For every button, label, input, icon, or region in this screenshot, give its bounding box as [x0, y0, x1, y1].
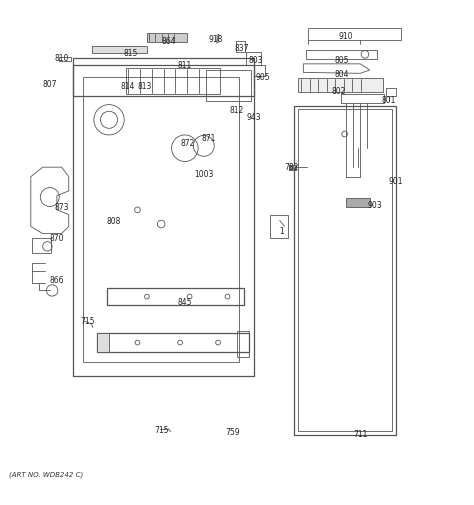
Bar	[32, 238, 51, 252]
Bar	[289, 165, 296, 170]
Text: 901: 901	[389, 177, 403, 186]
Text: 814: 814	[121, 82, 135, 91]
Bar	[294, 106, 396, 435]
Text: 803: 803	[249, 56, 263, 65]
Bar	[341, 94, 384, 103]
Text: 845: 845	[178, 298, 192, 307]
Bar	[92, 46, 147, 54]
Text: 810: 810	[55, 54, 69, 63]
Bar	[206, 70, 251, 101]
Bar	[237, 331, 249, 357]
Bar	[270, 215, 288, 238]
Text: 805: 805	[334, 56, 348, 65]
Text: 837: 837	[235, 44, 249, 53]
Polygon shape	[303, 64, 370, 73]
Bar	[97, 333, 109, 352]
Text: 905: 905	[256, 73, 270, 82]
Bar	[236, 40, 245, 53]
Bar	[298, 110, 392, 431]
Text: 802: 802	[332, 87, 346, 96]
Text: 801: 801	[382, 96, 396, 106]
Text: 715: 715	[81, 317, 95, 326]
Bar	[306, 49, 377, 59]
Bar	[107, 288, 244, 305]
Text: 812: 812	[230, 106, 244, 115]
Text: 864: 864	[161, 37, 175, 46]
Text: 811: 811	[178, 61, 192, 70]
Bar	[83, 77, 239, 362]
Text: 872: 872	[180, 139, 194, 148]
Text: 759: 759	[225, 428, 239, 437]
Text: 871: 871	[201, 134, 216, 143]
Text: 807: 807	[43, 80, 57, 89]
Text: 870: 870	[50, 234, 64, 243]
Text: 873: 873	[55, 203, 69, 212]
Bar	[73, 65, 254, 96]
Text: 866: 866	[50, 276, 64, 285]
Text: 804: 804	[334, 70, 348, 79]
Text: 903: 903	[367, 200, 382, 210]
Bar	[246, 52, 261, 65]
Text: 1: 1	[280, 227, 284, 236]
Text: 910: 910	[339, 32, 353, 41]
Bar	[97, 333, 249, 352]
Text: 808: 808	[107, 217, 121, 226]
Bar	[308, 28, 401, 40]
Text: 715: 715	[154, 426, 168, 435]
Bar	[73, 58, 254, 376]
Text: 815: 815	[123, 49, 137, 58]
Bar	[298, 78, 383, 92]
Bar	[147, 33, 187, 41]
Bar	[346, 197, 370, 207]
Polygon shape	[31, 167, 69, 233]
Text: 918: 918	[209, 35, 223, 44]
Text: (ART NO. WDB242 C): (ART NO. WDB242 C)	[9, 471, 84, 478]
Text: 1003: 1003	[194, 170, 213, 179]
Text: 711: 711	[353, 430, 367, 439]
Bar	[59, 57, 71, 61]
Text: 782: 782	[284, 163, 299, 172]
Bar	[126, 68, 220, 94]
Bar	[386, 87, 396, 96]
Text: 943: 943	[246, 113, 261, 122]
Text: 813: 813	[137, 82, 152, 91]
